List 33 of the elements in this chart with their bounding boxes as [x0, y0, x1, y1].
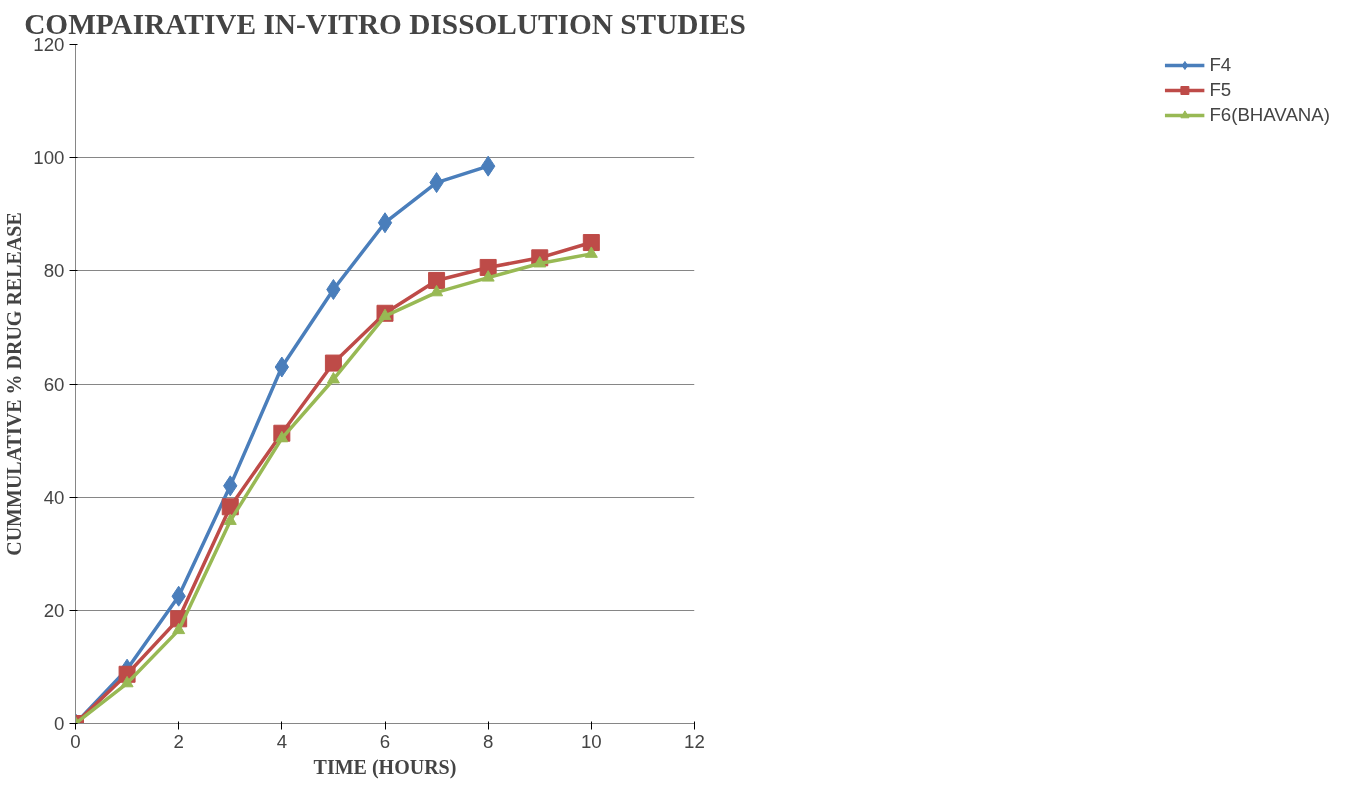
point	[430, 284, 444, 297]
y-tick-label: 120	[33, 34, 65, 55]
legend-label: F6(BHAVANA)	[1209, 104, 1330, 126]
point	[326, 372, 340, 384]
point	[481, 270, 495, 282]
point	[533, 256, 547, 268]
point	[324, 354, 342, 372]
legend-label: F4	[1209, 54, 1232, 76]
x-tick-label: 4	[276, 730, 288, 752]
y-axis-title: CUMMULATIVE % DRUG RELEASE	[3, 212, 26, 556]
y-tick-label: 0	[54, 713, 65, 734]
x-tick-label: 2	[173, 730, 184, 752]
y-tick-label: 80	[43, 260, 65, 282]
x-tick-label: 0	[70, 730, 81, 752]
point	[428, 271, 446, 289]
y-tick-label: 100	[33, 147, 65, 169]
legend-label: F5	[1209, 79, 1232, 101]
y-tick-label: 20	[43, 599, 65, 621]
point	[378, 308, 392, 321]
point	[584, 246, 598, 258]
y-tick-label: 40	[43, 486, 65, 508]
x-tick-label: 10	[580, 730, 602, 752]
point	[223, 513, 237, 525]
point	[377, 212, 393, 234]
x-tick-label: 8	[482, 730, 494, 752]
x-axis-title: TIME (HOURS)	[313, 755, 457, 779]
x-tick-label: 12	[684, 730, 705, 752]
y-tick-label: 60	[43, 373, 65, 395]
point	[582, 234, 600, 252]
point	[120, 675, 134, 688]
x-tick-label: 6	[379, 730, 391, 752]
point	[172, 622, 186, 635]
point	[275, 430, 289, 443]
